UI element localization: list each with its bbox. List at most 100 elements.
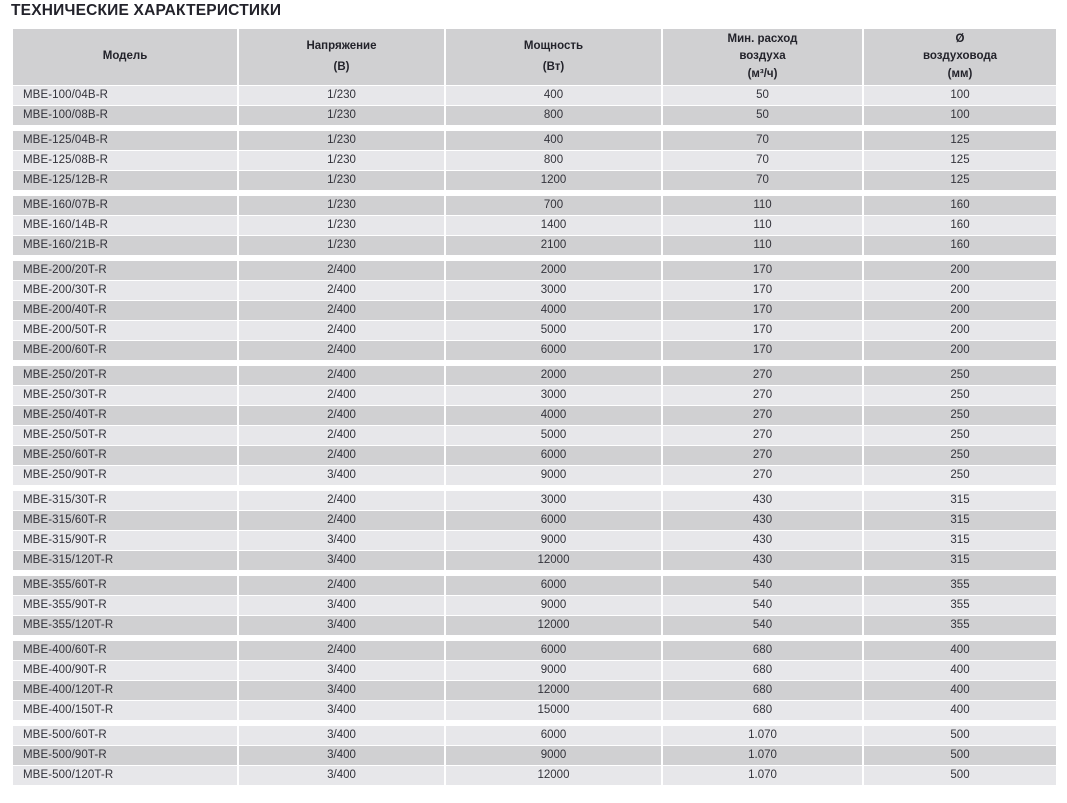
table-row[interactable]: MBE-160/21B-R 1/230 2100 110 160 bbox=[13, 236, 1056, 256]
table-row[interactable]: MBE-250/20T-R 2/400 2000 270 250 bbox=[13, 366, 1056, 386]
cell-diameter: 400 bbox=[864, 681, 1056, 701]
cell-airflow: 270 bbox=[663, 446, 862, 466]
cell-diameter: 125 bbox=[864, 151, 1056, 171]
table-row[interactable]: MBE-400/120T-R 3/400 12000 680 400 bbox=[13, 681, 1056, 701]
technical-specifications-table: Модель Напряжение (В) Мощность (Вт) Мин.… bbox=[11, 28, 1058, 786]
cell-voltage: 2/400 bbox=[239, 386, 444, 406]
table-row[interactable]: MBE-400/90T-R 3/400 9000 680 400 bbox=[13, 661, 1056, 681]
table-row[interactable]: MBE-500/120T-R 3/400 12000 1.070 500 bbox=[13, 766, 1056, 786]
column-header-voltage: Напряжение (В) bbox=[239, 29, 444, 86]
table-row[interactable]: MBE-355/60T-R 2/400 6000 540 355 bbox=[13, 576, 1056, 596]
cell-airflow: 170 bbox=[663, 261, 862, 281]
cell-power: 3000 bbox=[446, 386, 661, 406]
cell-voltage: 3/400 bbox=[239, 531, 444, 551]
cell-voltage: 1/230 bbox=[239, 86, 444, 106]
table-row[interactable]: MBE-200/30T-R 2/400 3000 170 200 bbox=[13, 281, 1056, 301]
cell-power: 400 bbox=[446, 131, 661, 151]
cell-diameter: 160 bbox=[864, 196, 1056, 216]
cell-airflow: 70 bbox=[663, 171, 862, 191]
cell-model: MBE-200/30T-R bbox=[13, 281, 237, 301]
table-row[interactable]: MBE-100/08B-R 1/230 800 50 100 bbox=[13, 106, 1056, 126]
cell-model: MBE-100/08B-R bbox=[13, 106, 237, 126]
cell-voltage: 1/230 bbox=[239, 236, 444, 256]
table-row[interactable]: MBE-200/20T-R 2/400 2000 170 200 bbox=[13, 261, 1056, 281]
cell-diameter: 250 bbox=[864, 446, 1056, 466]
table-row[interactable]: MBE-400/150T-R 3/400 15000 680 400 bbox=[13, 701, 1056, 721]
cell-voltage: 3/400 bbox=[239, 766, 444, 786]
table-row[interactable]: MBE-100/04B-R 1/230 400 50 100 bbox=[13, 86, 1056, 106]
cell-power: 12000 bbox=[446, 766, 661, 786]
cell-power: 3000 bbox=[446, 281, 661, 301]
table-row[interactable]: MBE-200/50T-R 2/400 5000 170 200 bbox=[13, 321, 1056, 341]
cell-airflow: 1.070 bbox=[663, 726, 862, 746]
table-row[interactable]: MBE-250/40T-R 2/400 4000 270 250 bbox=[13, 406, 1056, 426]
table-row[interactable]: MBE-500/60T-R 3/400 6000 1.070 500 bbox=[13, 726, 1056, 746]
table-row[interactable]: MBE-250/50T-R 2/400 5000 270 250 bbox=[13, 426, 1056, 446]
group-separator-cell bbox=[13, 191, 1056, 196]
cell-voltage: 2/400 bbox=[239, 426, 444, 446]
table-row[interactable]: MBE-160/07B-R 1/230 700 110 160 bbox=[13, 196, 1056, 216]
cell-power: 400 bbox=[446, 86, 661, 106]
cell-airflow: 540 bbox=[663, 596, 862, 616]
cell-diameter: 200 bbox=[864, 341, 1056, 361]
table-row[interactable]: MBE-355/90T-R 3/400 9000 540 355 bbox=[13, 596, 1056, 616]
cell-model: MBE-315/30T-R bbox=[13, 491, 237, 511]
table-row[interactable]: MBE-125/12B-R 1/230 1200 70 125 bbox=[13, 171, 1056, 191]
cell-diameter: 100 bbox=[864, 86, 1056, 106]
cell-airflow: 430 bbox=[663, 551, 862, 571]
group-separator bbox=[13, 571, 1056, 576]
group-separator-cell bbox=[13, 571, 1056, 576]
cell-power: 5000 bbox=[446, 321, 661, 341]
table-row[interactable]: MBE-200/60T-R 2/400 6000 170 200 bbox=[13, 341, 1056, 361]
cell-voltage: 2/400 bbox=[239, 261, 444, 281]
cell-voltage: 2/400 bbox=[239, 406, 444, 426]
cell-airflow: 680 bbox=[663, 701, 862, 721]
cell-airflow: 50 bbox=[663, 86, 862, 106]
cell-diameter: 250 bbox=[864, 386, 1056, 406]
table-row[interactable]: MBE-250/30T-R 2/400 3000 270 250 bbox=[13, 386, 1056, 406]
cell-airflow: 170 bbox=[663, 301, 862, 321]
table-row[interactable]: MBE-355/120T-R 3/400 12000 540 355 bbox=[13, 616, 1056, 636]
table-row[interactable]: MBE-250/60T-R 2/400 6000 270 250 bbox=[13, 446, 1056, 466]
cell-voltage: 3/400 bbox=[239, 681, 444, 701]
cell-voltage: 3/400 bbox=[239, 701, 444, 721]
cell-airflow: 70 bbox=[663, 131, 862, 151]
cell-model: MBE-250/60T-R bbox=[13, 446, 237, 466]
cell-model: MBE-500/90T-R bbox=[13, 746, 237, 766]
cell-power: 4000 bbox=[446, 301, 661, 321]
cell-airflow: 680 bbox=[663, 661, 862, 681]
column-header-power-label: Мощность bbox=[523, 39, 584, 52]
table-row[interactable]: MBE-500/90T-R 3/400 9000 1.070 500 bbox=[13, 746, 1056, 766]
cell-airflow: 70 bbox=[663, 151, 862, 171]
table-body: MBE-100/04B-R 1/230 400 50 100 MBE-100/08B-R 1… bbox=[13, 86, 1056, 786]
column-header-diameter-label: воздуховода bbox=[922, 50, 998, 63]
cell-model: MBE-160/21B-R bbox=[13, 236, 237, 256]
cell-voltage: 2/400 bbox=[239, 641, 444, 661]
table-row[interactable]: MBE-315/60T-R 2/400 6000 430 315 bbox=[13, 511, 1056, 531]
column-header-airflow-unit: (м³/ч) bbox=[747, 68, 778, 81]
table-row[interactable]: MBE-315/90T-R 3/400 9000 430 315 bbox=[13, 531, 1056, 551]
table-row[interactable]: MBE-400/60T-R 2/400 6000 680 400 bbox=[13, 641, 1056, 661]
table-row[interactable]: MBE-125/08B-R 1/230 800 70 125 bbox=[13, 151, 1056, 171]
table-row[interactable]: MBE-200/40T-R 2/400 4000 170 200 bbox=[13, 301, 1056, 321]
cell-voltage: 2/400 bbox=[239, 491, 444, 511]
cell-power: 12000 bbox=[446, 551, 661, 571]
cell-power: 2100 bbox=[446, 236, 661, 256]
cell-airflow: 170 bbox=[663, 341, 862, 361]
table-row[interactable]: MBE-250/90T-R 3/400 9000 270 250 bbox=[13, 466, 1056, 486]
cell-diameter: 315 bbox=[864, 551, 1056, 571]
cell-model: MBE-250/40T-R bbox=[13, 406, 237, 426]
table-row[interactable]: MBE-160/14B-R 1/230 1400 110 160 bbox=[13, 216, 1056, 236]
table-row[interactable]: MBE-315/30T-R 2/400 3000 430 315 bbox=[13, 491, 1056, 511]
cell-diameter: 125 bbox=[864, 131, 1056, 151]
cell-diameter: 355 bbox=[864, 596, 1056, 616]
table-row[interactable]: MBE-125/04B-R 1/230 400 70 125 bbox=[13, 131, 1056, 151]
cell-power: 12000 bbox=[446, 681, 661, 701]
cell-power: 9000 bbox=[446, 746, 661, 766]
group-separator-cell bbox=[13, 361, 1056, 366]
column-header-model: Модель bbox=[13, 29, 237, 86]
table-row[interactable]: MBE-315/120T-R 3/400 12000 430 315 bbox=[13, 551, 1056, 571]
cell-airflow: 540 bbox=[663, 576, 862, 596]
cell-power: 5000 bbox=[446, 426, 661, 446]
